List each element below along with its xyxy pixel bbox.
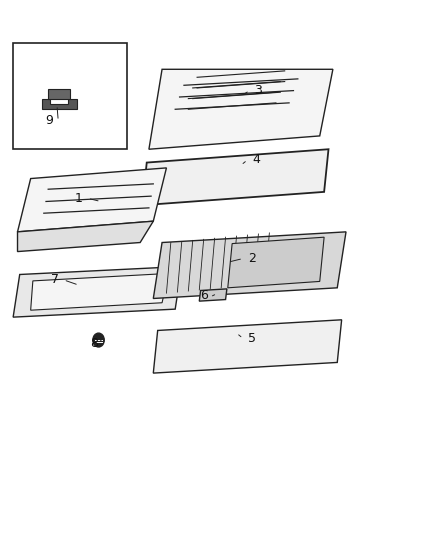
Polygon shape (149, 69, 333, 149)
Text: 6: 6 (200, 289, 208, 302)
Polygon shape (228, 237, 324, 288)
Text: 4: 4 (252, 154, 260, 166)
Text: 5: 5 (248, 332, 256, 345)
Polygon shape (13, 266, 182, 317)
Circle shape (93, 333, 104, 347)
Text: 3: 3 (254, 84, 262, 97)
Polygon shape (31, 273, 169, 310)
Polygon shape (199, 289, 227, 301)
Bar (13, 43, 127, 149)
Polygon shape (18, 168, 166, 232)
Text: 2: 2 (248, 252, 256, 265)
Polygon shape (42, 99, 77, 109)
Polygon shape (142, 149, 328, 205)
Polygon shape (48, 89, 70, 99)
Text: 9: 9 (46, 115, 53, 127)
Polygon shape (153, 320, 342, 373)
Polygon shape (18, 221, 153, 252)
Text: 1: 1 (75, 192, 83, 205)
Text: 8: 8 (90, 337, 98, 350)
Text: 7: 7 (51, 273, 59, 286)
Polygon shape (153, 232, 346, 298)
